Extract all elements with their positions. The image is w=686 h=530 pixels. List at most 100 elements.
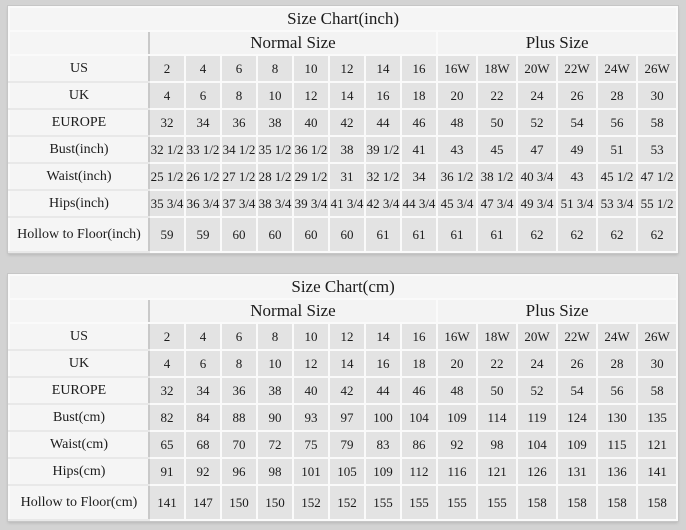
size-value-cell: 6 [220,322,258,351]
size-value-cell: 38 [328,135,366,164]
size-row-waist-cm: Waist(cm) 65 68 70 72 75 79 83 86 92 98 104 109 115 12… [8,430,679,459]
size-value-cell: 24 [516,81,558,110]
size-value-cell: 26 [556,349,598,378]
size-row-hollow-to-floor-cm: Hollow to Floor(cm) 141 147 150 150 152 152 155… [8,484,679,521]
size-value-cell: 36 [220,108,258,137]
size-value-cell: 119 [516,403,558,432]
size-value-cell: 61 [400,216,438,253]
size-value-cell: 60 [220,216,258,253]
size-value-cell: 42 3/4 [364,189,402,218]
size-value-cell: 18 [400,81,438,110]
size-value-cell: 16 [364,349,402,378]
row-label: EUROPE [8,376,150,405]
size-value-cell: 38 3/4 [256,189,294,218]
size-row-hips-cm: Hips(cm) 91 92 96 98 101 105 109 112 116 121 126 131… [8,457,679,486]
size-value-cell: 121 [476,457,518,486]
size-value-cell: 147 [184,484,222,521]
size-value-cell: 24 [516,349,558,378]
size-value-cell: 10 [256,349,294,378]
size-value-cell: 45 1/2 [596,162,638,191]
size-value-cell: 58 [635,108,679,137]
size-value-cell: 53 3/4 [596,189,638,218]
size-value-cell: 34 [184,108,222,137]
size-value-cell: 27 1/2 [220,162,258,191]
size-value-cell: 88 [220,403,258,432]
size-value-cell: 68 [184,430,222,459]
size-value-cell: 28 [596,349,638,378]
size-value-cell: 55 1/2 [635,189,679,218]
size-row-europe: EUROPE 32 34 36 38 40 42 44 46 48 50 52 54 56 58 [8,376,679,405]
size-value-cell: 141 [148,484,186,521]
size-value-cell: 4 [148,81,186,110]
row-label: US [8,54,150,83]
size-value-cell: 45 [476,135,518,164]
row-label: Hips(inch) [8,189,150,218]
size-value-cell: 12 [328,322,366,351]
size-value-cell: 2 [148,322,186,351]
size-value-cell: 48 [436,108,478,137]
size-value-cell: 59 [148,216,186,253]
size-value-cell: 51 3/4 [556,189,598,218]
size-value-cell: 14 [328,81,366,110]
size-value-cell: 18W [476,322,518,351]
size-value-cell: 60 [328,216,366,253]
size-value-cell: 20W [516,322,558,351]
size-value-cell: 150 [220,484,258,521]
row-label: UK [8,81,150,110]
size-value-cell: 36 3/4 [184,189,222,218]
size-value-cell: 65 [148,430,186,459]
size-value-cell: 2 [148,54,186,83]
size-value-cell: 109 [364,457,402,486]
size-row-us: US 2 4 6 8 10 12 14 16 16W 18W 20W 22W 24W 26W [8,322,679,351]
size-value-cell: 98 [256,457,294,486]
size-value-cell: 158 [596,484,638,521]
size-value-cell: 22 [476,81,518,110]
size-value-cell: 155 [364,484,402,521]
size-value-cell: 20W [516,54,558,83]
size-value-cell: 38 [256,376,294,405]
size-value-cell: 12 [292,349,330,378]
size-value-cell: 35 3/4 [148,189,186,218]
size-value-cell: 12 [292,81,330,110]
size-value-cell: 152 [292,484,330,521]
size-value-cell: 40 [292,108,330,137]
size-value-cell: 93 [292,403,330,432]
corner-cell [8,298,150,324]
size-value-cell: 39 1/2 [364,135,402,164]
size-value-cell: 34 [184,376,222,405]
size-value-cell: 41 3/4 [328,189,366,218]
size-value-cell: 4 [184,54,222,83]
size-value-cell: 92 [184,457,222,486]
size-value-cell: 32 1/2 [364,162,402,191]
size-value-cell: 6 [220,54,258,83]
size-value-cell: 92 [436,430,478,459]
size-value-cell: 20 [436,81,478,110]
size-value-cell: 124 [556,403,598,432]
size-value-cell: 14 [364,54,402,83]
size-value-cell: 31 [328,162,366,191]
size-value-cell: 96 [220,457,258,486]
size-value-cell: 141 [635,457,679,486]
corner-cell [8,30,150,56]
size-value-cell: 26 1/2 [184,162,222,191]
size-value-cell: 6 [184,81,222,110]
size-value-cell: 44 3/4 [400,189,438,218]
size-value-cell: 62 [516,216,558,253]
size-value-cell: 46 [400,376,438,405]
table-title-row: Size Chart(inch) [7,6,679,32]
size-value-cell: 32 [148,376,186,405]
size-value-cell: 54 [556,108,598,137]
size-value-cell: 24W [596,54,638,83]
size-value-cell: 16W [436,322,478,351]
size-value-cell: 158 [516,484,558,521]
size-value-cell: 37 3/4 [220,189,258,218]
size-value-cell: 109 [436,403,478,432]
size-value-cell: 47 1/2 [635,162,679,191]
size-value-cell: 158 [556,484,598,521]
size-value-cell: 35 1/2 [256,135,294,164]
size-value-cell: 14 [364,322,402,351]
size-value-cell: 22W [556,322,598,351]
size-value-cell: 32 [148,108,186,137]
size-value-cell: 51 [596,135,638,164]
size-value-cell: 36 1/2 [436,162,478,191]
